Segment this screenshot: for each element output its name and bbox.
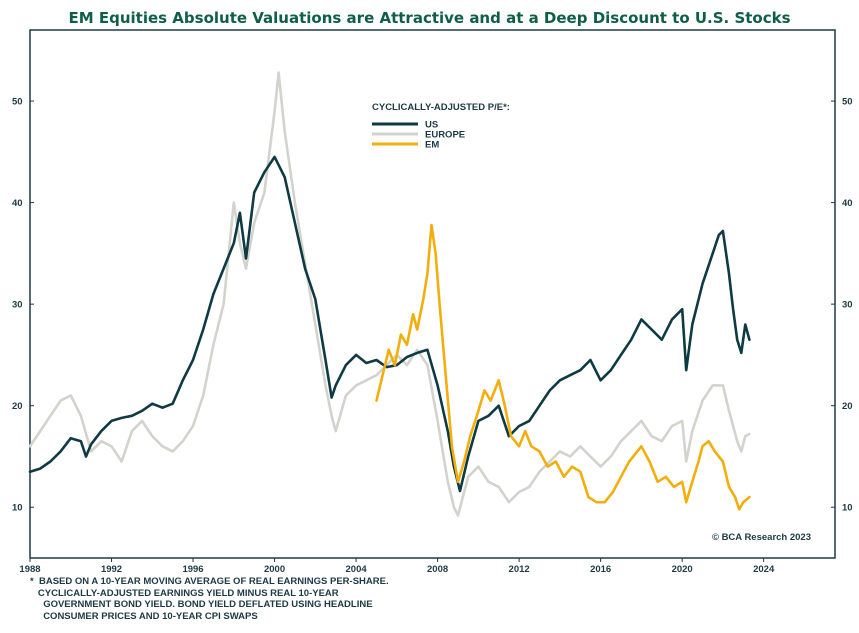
y-axis-left: 10 20 30 40 50: [12, 97, 34, 514]
x-tick-label: 2016: [590, 564, 611, 575]
footnote-line: GOVERNMENT BOND YIELD. BOND YIELD DEFLAT…: [30, 599, 373, 610]
footnote-line: CONSUMER PRICES AND 10-YEAR CPI SWAPS: [30, 610, 258, 622]
x-tick-label: 1988: [19, 564, 40, 575]
credit-label: © BCA Research 2023: [712, 532, 811, 543]
plot-frame: [29, 29, 836, 559]
y-tick-label: 30: [12, 300, 23, 311]
y-tick-label-right: 30: [842, 300, 853, 311]
legend-label-europe: EUROPE: [425, 130, 465, 141]
y-tick-label: 40: [12, 198, 23, 209]
x-tick-label: 2024: [753, 564, 775, 575]
legend-title: CYCLICALLY-ADJUSTED P/E*:: [372, 102, 510, 113]
y-tick-label-right: 40: [842, 198, 853, 209]
x-tick-label: 2008: [427, 564, 448, 575]
legend-label-us: US: [425, 120, 438, 131]
legend-label-em: EM: [425, 140, 439, 151]
x-tick-label: 1996: [182, 564, 203, 575]
y-tick-label: 10: [12, 503, 23, 514]
x-tick-label: 1992: [101, 564, 122, 575]
y-tick-label-right: 50: [842, 97, 853, 108]
footnote-line: CYCLICALLY-ADJUSTED EARNINGS YIELD MINUS…: [30, 587, 339, 599]
y-tick-label-right: 20: [842, 401, 853, 412]
series-lines: [28, 71, 751, 517]
x-tick-label: 2004: [346, 564, 368, 575]
y-tick-label: 50: [12, 97, 23, 108]
series-line-us: [28, 155, 751, 493]
y-axis-right: 10 20 30 40 50: [831, 97, 853, 514]
footnote-line: * BASED ON A 10-YEAR MOVING AVERAGE OF R…: [30, 576, 389, 587]
x-tick-label: 2020: [672, 564, 693, 575]
y-tick-label: 20: [12, 401, 23, 412]
x-axis: 1988 1992 1996 2000 2004 2008 2012 2016 2020 2024: [19, 558, 775, 575]
y-tick-label-right: 10: [842, 503, 853, 514]
footnote: * BASED ON A 10-YEAR MOVING AVERAGE OF R…: [30, 576, 389, 622]
x-tick-label: 2012: [509, 564, 530, 575]
chart-title: EM Equities Absolute Valuations are Attr…: [68, 9, 791, 27]
x-tick-label: 2000: [264, 564, 285, 575]
series-line-em: [375, 223, 751, 511]
